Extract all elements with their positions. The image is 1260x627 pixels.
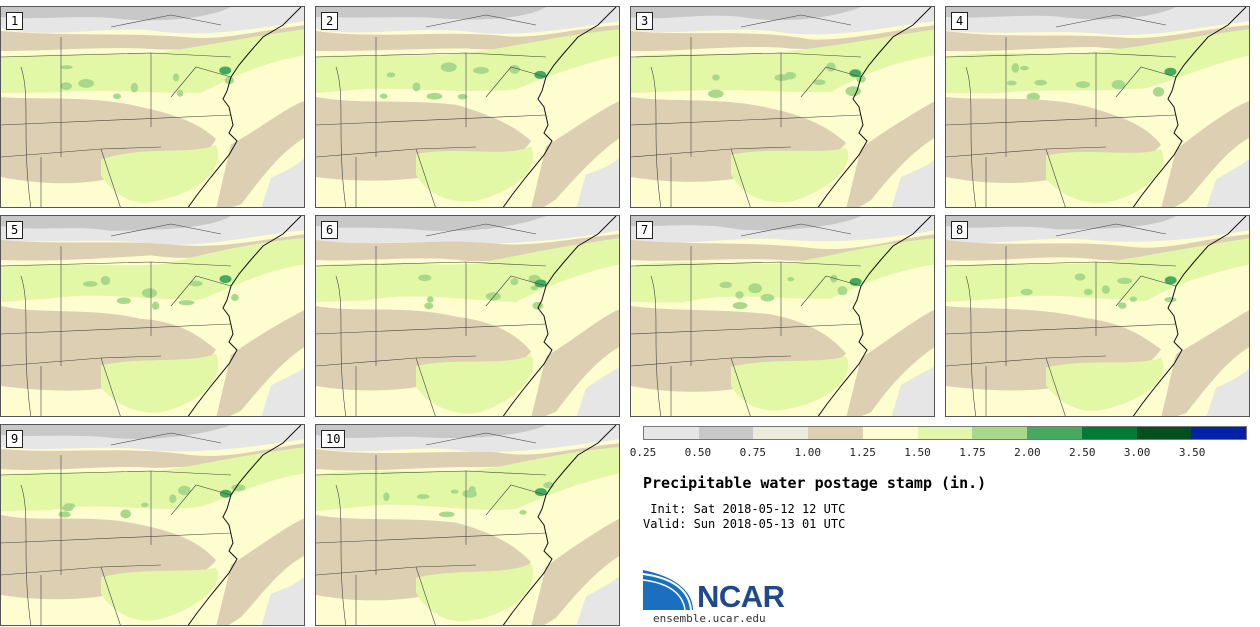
colorbar-tick-label: 1.00 (794, 446, 821, 459)
colorbar-swatch (972, 427, 1028, 439)
colorbar-tick-label: 0.25 (629, 446, 657, 459)
colorbar-swatch (1136, 427, 1192, 439)
init-time: Init: Sat 2018-05-12 12 UTC (643, 502, 846, 516)
map-panel-5: 5 (0, 215, 305, 417)
panel-number-label: 8 (951, 221, 969, 239)
colorbar-swatch (808, 427, 863, 439)
colorbar-swatch (753, 427, 809, 439)
colorbar-tick-label: 0.75 (739, 446, 767, 459)
panel-number-label: 9 (6, 430, 24, 448)
panel-number-label: 3 (636, 12, 654, 30)
colorbar (643, 426, 1247, 440)
map-panel-10: 10 (315, 424, 620, 626)
panel-number-label: 7 (636, 221, 654, 239)
colorbar-tick-label: 3.50 (1178, 446, 1206, 459)
panel-number-label: 6 (321, 221, 339, 239)
colorbar-tick-label: 3.00 (1123, 446, 1151, 459)
colorbar-swatch (1081, 427, 1137, 439)
colorbar-tick-labels: 0.25 0.50 0.75 1.00 1.25 1.50 1.75 2.00 2.50 3.00… (630, 446, 1260, 460)
map-panel-9: 9 (0, 424, 305, 626)
map-panel-3: 3 (630, 6, 935, 208)
panel-number-label: 2 (321, 12, 339, 30)
map-panel-7: 7 (630, 215, 935, 417)
colorbar-tick-label: 2.00 (1014, 446, 1041, 459)
map-panel-6: 6 (315, 215, 620, 417)
valid-time: Valid: Sun 2018-05-13 01 UTC (643, 517, 846, 531)
colorbar-tick-label: 1.50 (904, 446, 931, 459)
panel-number-label: 10 (321, 430, 346, 448)
colorbar-tick-label: 1.25 (849, 446, 876, 459)
map-panel-1: 1 (0, 6, 305, 208)
map-panel-8: 8 (945, 215, 1250, 417)
map-panel-4: 4 (945, 6, 1250, 208)
colorbar-swatch (644, 427, 699, 439)
panel-number-label: 4 (951, 12, 969, 30)
colorbar-swatch (1191, 427, 1247, 439)
colorbar-tick-label: 2.50 (1069, 446, 1096, 459)
logo-url: ensemble.ucar.edu (653, 612, 766, 625)
panel-number-label: 5 (6, 221, 24, 239)
colorbar-swatch (917, 427, 973, 439)
colorbar-swatch (1027, 427, 1082, 439)
panel-number-label: 1 (6, 12, 24, 30)
colorbar-swatch (698, 427, 754, 439)
colorbar-tick-label: 1.75 (959, 446, 986, 459)
ncar-logo-icon (643, 570, 693, 611)
colorbar-tick-label: 0.50 (684, 446, 712, 459)
ncar-logo-text: NCAR (697, 579, 785, 614)
map-title: Precipitable water postage stamp (in.) (643, 474, 987, 492)
map-panel-2: 2 (315, 6, 620, 208)
colorbar-swatch (862, 427, 918, 439)
